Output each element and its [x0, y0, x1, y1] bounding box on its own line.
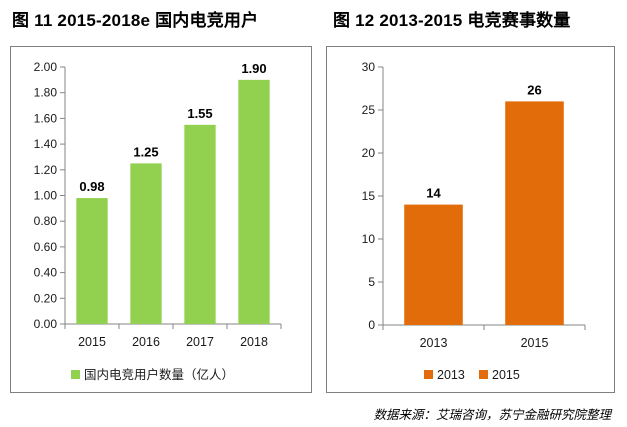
chart1-bar-2018: [238, 79, 270, 324]
chart2-legend-label: 2015: [492, 368, 520, 382]
chart1-data-label-2016: 1.25: [133, 144, 158, 159]
chart1-bar-2015: [76, 198, 108, 324]
chart2-bar-2013: [404, 204, 463, 325]
chart2-legend-swatch: [479, 370, 488, 379]
chart2-data-label-2013: 14: [426, 186, 441, 201]
chart1-plot: 0.00 0.20 0.40 0.60 0.80 1.00 1.20 1.40 1.60 1.80…: [34, 60, 282, 382]
chart1-y-tick-label: 0.80: [34, 214, 58, 228]
chart1-title: 图 11 2015-2018e 国内电竞用户: [12, 11, 259, 30]
chart1-y-tick-label: 2.00: [34, 60, 58, 74]
chart1-legend-swatch: [71, 370, 80, 379]
chart2-y-tick-label: 0: [368, 318, 375, 332]
source-note: 数据来源：艾瑞咨询，苏宁金融研究院整理: [373, 408, 611, 422]
chart2-x-tick-label-2015: 2015: [521, 336, 549, 350]
chart1-x-tick-label-2015: 2015: [78, 335, 106, 349]
chart2-y-tick-label: 30: [362, 60, 376, 74]
chart1-y-tick-label: 1.00: [34, 189, 58, 203]
chart1-bar-2017: [184, 124, 216, 324]
chart2-panel: 0 5 10 15 20 25 30 14 2013 26 2015 2013 2015: [326, 46, 615, 393]
chart2-y-tick-label: 15: [362, 189, 376, 203]
chart1-y-tick-label: 0.20: [34, 291, 58, 305]
chart2-title: 图 12 2013-2015 电竞赛事数量: [333, 11, 571, 30]
chart2-bar-2015: [505, 101, 564, 326]
chart2-legend-swatch: [424, 370, 433, 379]
chart1-x-tick-label-2016: 2016: [132, 335, 160, 349]
chart1-y-tick-label: 1.40: [34, 137, 58, 151]
chart1-y-tick-label: 0.60: [34, 240, 58, 254]
chart1-y-tick-label: 1.20: [34, 163, 58, 177]
chart1-bar-2016: [130, 163, 162, 324]
chart2-y-tick-label: 20: [362, 146, 376, 160]
chart2-data-label-2015: 26: [527, 82, 541, 97]
chart1-y-tick-label: 1.80: [34, 86, 58, 100]
chart1-y-tick-label: 0.40: [34, 266, 58, 280]
chart2-x-tick-label-2013: 2013: [420, 336, 448, 350]
chart2-y-tick-label: 5: [368, 275, 375, 289]
chart2-legend-label: 2013: [437, 368, 465, 382]
chart1-data-label-2017: 1.55: [187, 106, 212, 121]
chart1-x-tick-label-2018: 2018: [240, 335, 268, 349]
chart2-y-tick-label: 10: [362, 232, 376, 246]
chart1-y-tick-label: 0.00: [34, 317, 58, 331]
chart1-data-label-2018: 1.90: [241, 61, 266, 76]
chart1-legend-label: 国内电竞用户数量（亿人）: [84, 367, 234, 382]
chart2-y-tick-label: 25: [362, 103, 376, 117]
chart1-data-label-2015: 0.98: [79, 179, 104, 194]
chart1-y-tick-label: 1.60: [34, 111, 58, 125]
chart2-plot: 0 5 10 15 20 25 30 14 2013 26 2015 2013 2015: [362, 60, 586, 382]
chart1-panel: 0.00 0.20 0.40 0.60 0.80 1.00 1.20 1.40 1.60 1.80…: [10, 46, 312, 393]
chart1-x-tick-label-2017: 2017: [186, 335, 214, 349]
